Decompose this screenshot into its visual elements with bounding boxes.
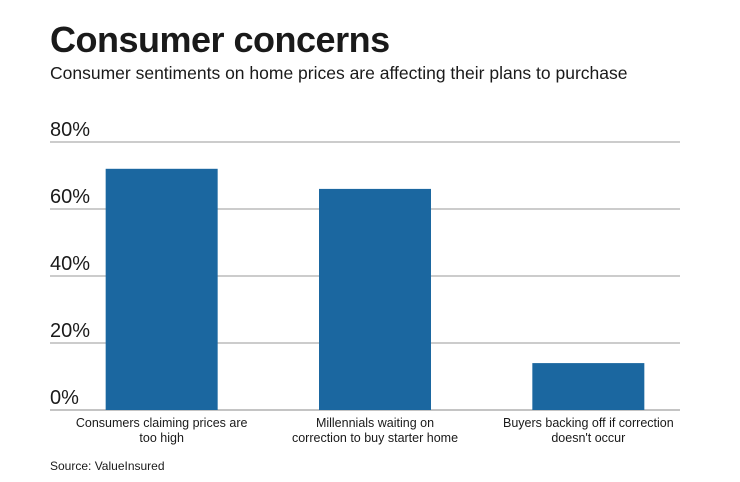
chart-title: Consumer concerns <box>50 19 390 60</box>
bar <box>532 363 645 410</box>
bar <box>105 168 218 410</box>
bar <box>319 188 431 410</box>
x-category-label: Millennials waiting on correction to buy … <box>292 416 458 445</box>
y-tick-label: 80% <box>50 119 90 141</box>
y-tick-label: 40% <box>50 253 90 275</box>
source-note: Source: ValueInsured <box>50 459 165 473</box>
x-category-label: Buyers backing off if correction doesn't … <box>503 416 674 445</box>
chart-subtitle: Consumer sentiments on home prices are a… <box>50 63 628 83</box>
y-tick-label: 20% <box>50 320 90 342</box>
y-tick-label: 0% <box>50 387 79 409</box>
y-axis-labels: 0% 20% 40% 60% 80% <box>50 119 90 409</box>
x-category-label: Consumers claiming prices are too high <box>76 416 248 445</box>
y-tick-label: 60% <box>50 186 90 208</box>
x-axis-labels: Consumers claiming prices are too high Mil… <box>76 416 674 445</box>
bars <box>105 168 645 410</box>
